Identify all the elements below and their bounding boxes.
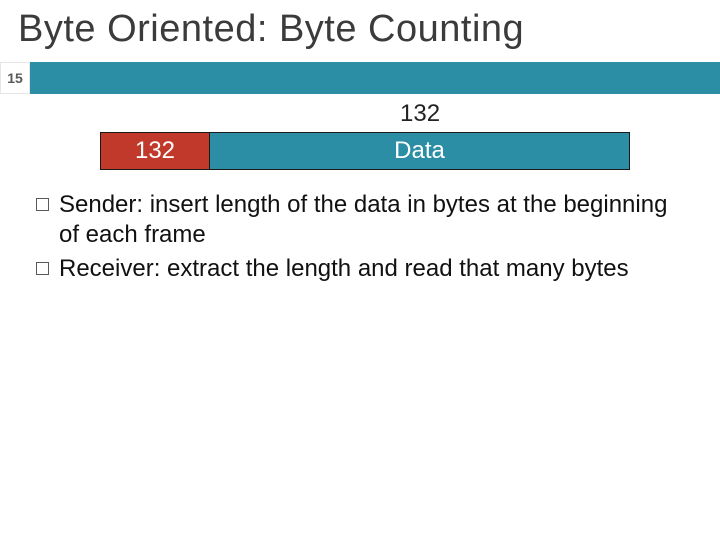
header-band-fill	[30, 62, 720, 94]
frame-length-label: 132	[400, 100, 440, 128]
header-band: 15	[0, 62, 720, 94]
frame-row: 132 Data	[100, 132, 630, 170]
slide-title: Byte Oriented: Byte Counting	[18, 8, 524, 51]
page-number: 15	[0, 62, 30, 94]
bullet-list: Sender: insert length of the data in byt…	[36, 190, 686, 288]
list-item: Receiver: extract the length and read th…	[36, 254, 686, 284]
bullet-icon	[36, 198, 49, 211]
frame-length-box: 132	[100, 132, 210, 170]
bullet-text: Receiver: extract the length and read th…	[59, 254, 629, 284]
frame-data-box: Data	[210, 132, 630, 170]
slide: Byte Oriented: Byte Counting 15 132 132 …	[0, 0, 720, 540]
bullet-icon	[36, 262, 49, 275]
list-item: Sender: insert length of the data in byt…	[36, 190, 686, 250]
bullet-text: Sender: insert length of the data in byt…	[59, 190, 686, 250]
